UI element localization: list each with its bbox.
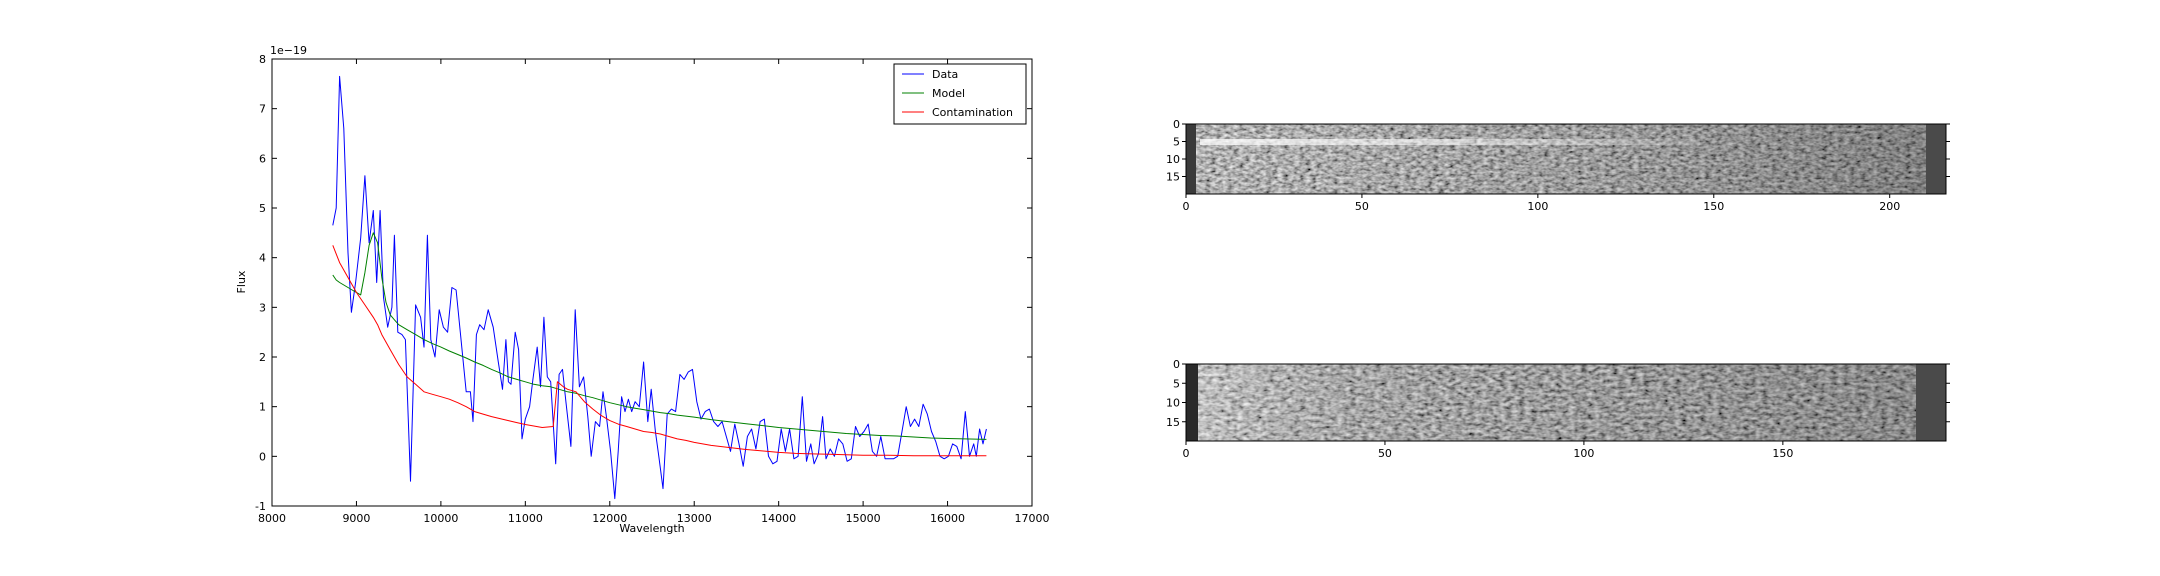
y-tick-label: 10 [1166, 153, 1180, 166]
y-tick-label: 0 [1173, 358, 1180, 371]
series-line-model [332, 232, 987, 440]
x-tick-label: 11000 [508, 512, 543, 525]
y-tick-label: -1 [255, 500, 266, 513]
x-tick-label: 200 [1879, 200, 1900, 213]
x-tick-label: 10000 [423, 512, 458, 525]
x-tick-label: 16000 [930, 512, 965, 525]
legend-label-contamination: Contamination [932, 106, 1013, 119]
legend: Data Model Contamination [893, 63, 1027, 125]
y-tick-label: 3 [259, 301, 266, 314]
image-shading [1186, 124, 1946, 194]
y-tick-label: 1 [259, 401, 266, 414]
x-tick-label: 50 [1378, 447, 1392, 460]
x-tick-label: 0 [1183, 200, 1190, 213]
y-tick-label: 5 [1173, 136, 1180, 149]
tick-layer: 0 50 100 150 200 0 5 10 15 [1166, 118, 1950, 213]
spectrum-image-bottom: 0 50 100 150 0 5 10 15 [1166, 358, 1950, 460]
y-tick-label: 0 [259, 450, 266, 463]
y-tick-label: 10 [1166, 397, 1180, 410]
legend-label-data: Data [932, 68, 958, 81]
series-line-contamination [332, 245, 987, 457]
y-tick-label: 8 [259, 53, 266, 66]
spectrum-line-chart: 8000 9000 10000 11000 12000 13000 14000 15000 16… [235, 44, 1050, 535]
x-tick-label: 12000 [592, 512, 627, 525]
x-tick-label: 100 [1573, 447, 1594, 460]
y-axis-label: Flux [235, 270, 248, 293]
x-tick-label: 14000 [761, 512, 796, 525]
x-tick-label: 8000 [258, 512, 286, 525]
x-tick-label: 0 [1183, 447, 1190, 460]
tick-layer: 8000 9000 10000 11000 12000 13000 14000 15000 16… [255, 53, 1049, 525]
image-shading [1186, 364, 1946, 441]
y-tick-label: 5 [1173, 377, 1180, 390]
x-tick-label: 17000 [1015, 512, 1050, 525]
x-tick-label: 150 [1772, 447, 1793, 460]
legend-label-model: Model [932, 87, 965, 100]
x-tick-label: 9000 [342, 512, 370, 525]
image-right-edge [1916, 364, 1946, 441]
image-right-edge [1926, 124, 1946, 194]
x-tick-label: 15000 [846, 512, 881, 525]
y-offset-text: 1e−19 [270, 44, 307, 57]
y-tick-label: 0 [1173, 118, 1180, 131]
y-tick-label: 6 [259, 152, 266, 165]
tick-layer: 0 50 100 150 0 5 10 15 [1166, 358, 1950, 460]
spectral-trace [1200, 139, 1700, 145]
x-tick-label: 100 [1527, 200, 1548, 213]
y-tick-label: 7 [259, 103, 266, 116]
y-tick-label: 2 [259, 351, 266, 364]
y-tick-label: 15 [1166, 171, 1180, 184]
spectrum-image-top: 0 50 100 150 200 0 5 10 15 [1166, 118, 1950, 213]
x-tick-label: 50 [1355, 200, 1369, 213]
y-tick-label: 4 [259, 252, 266, 265]
y-tick-label: 5 [259, 202, 266, 215]
x-axis-label: Wavelength [619, 522, 684, 535]
plot-frame [271, 58, 1033, 507]
image-left-edge [1186, 364, 1198, 441]
x-tick-label: 13000 [677, 512, 712, 525]
image-left-edge [1186, 124, 1196, 194]
series-layer [332, 75, 987, 500]
y-tick-label: 15 [1166, 416, 1180, 429]
x-tick-label: 150 [1703, 200, 1724, 213]
